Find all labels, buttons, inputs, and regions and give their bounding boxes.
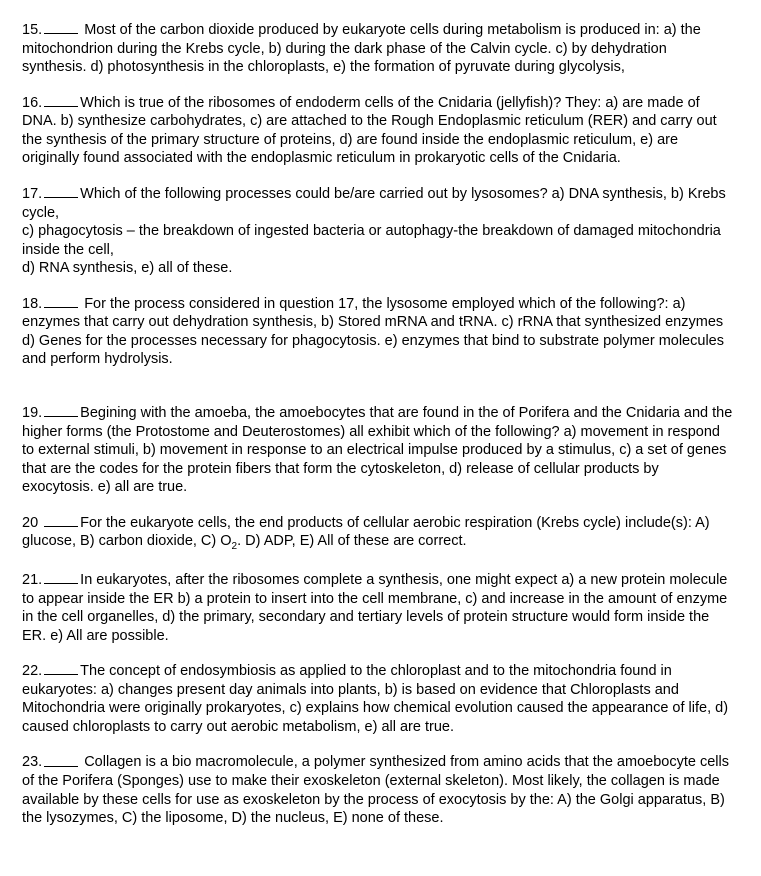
question-text: Which of the following processes could b…	[22, 186, 726, 221]
question-number: 20	[22, 515, 42, 531]
question-text-line2: c) phagocytosis – the breakdown of inges…	[22, 223, 721, 258]
question-number: 16.	[22, 95, 42, 111]
question-17: 17.Which of the following processes coul…	[22, 184, 733, 278]
question-number: 22.	[22, 663, 42, 679]
question-number: 15.	[22, 22, 42, 38]
question-number: 18.	[22, 296, 42, 312]
question-text-post: . D) ADP, E) All of these are correct.	[237, 533, 466, 549]
question-text: Begining with the amoeba, the amoebocyte…	[22, 405, 732, 495]
answer-blank[interactable]	[44, 93, 78, 107]
question-16: 16.Which is true of the ribosomes of end…	[22, 93, 733, 168]
question-text: Most of the carbon dioxide produced by e…	[22, 22, 701, 75]
answer-blank[interactable]	[44, 403, 78, 417]
question-18: 18. For the process considered in questi…	[22, 294, 733, 369]
question-number: 17.	[22, 186, 42, 202]
question-text: The concept of endosymbiosis as applied …	[22, 663, 728, 735]
question-23: 23. Collagen is a bio macromolecule, a p…	[22, 752, 733, 827]
question-19: 19.Begining with the amoeba, the amoeboc…	[22, 403, 733, 497]
question-text: For the process considered in question 1…	[22, 296, 724, 368]
question-20: 20 For the eukaryote cells, the end prod…	[22, 513, 733, 554]
question-text: Collagen is a bio macromolecule, a polym…	[22, 755, 729, 827]
answer-blank[interactable]	[44, 294, 78, 308]
question-text: Which is true of the ribosomes of endode…	[22, 95, 717, 167]
answer-blank[interactable]	[44, 752, 78, 766]
question-22: 22.The concept of endosymbiosis as appli…	[22, 661, 733, 736]
question-number: 19.	[22, 405, 42, 421]
question-text: In eukaryotes, after the ribosomes compl…	[22, 572, 727, 644]
answer-blank[interactable]	[44, 20, 78, 34]
question-text-line3: d) RNA synthesis, e) all of these.	[22, 260, 232, 276]
answer-blank[interactable]	[44, 570, 78, 584]
question-number: 21.	[22, 572, 42, 588]
answer-blank[interactable]	[44, 184, 78, 198]
question-number: 23.	[22, 755, 42, 771]
question-15: 15. Most of the carbon dioxide produced …	[22, 20, 733, 77]
question-21: 21.In eukaryotes, after the ribosomes co…	[22, 570, 733, 645]
answer-blank[interactable]	[44, 661, 78, 675]
answer-blank[interactable]	[44, 513, 78, 527]
